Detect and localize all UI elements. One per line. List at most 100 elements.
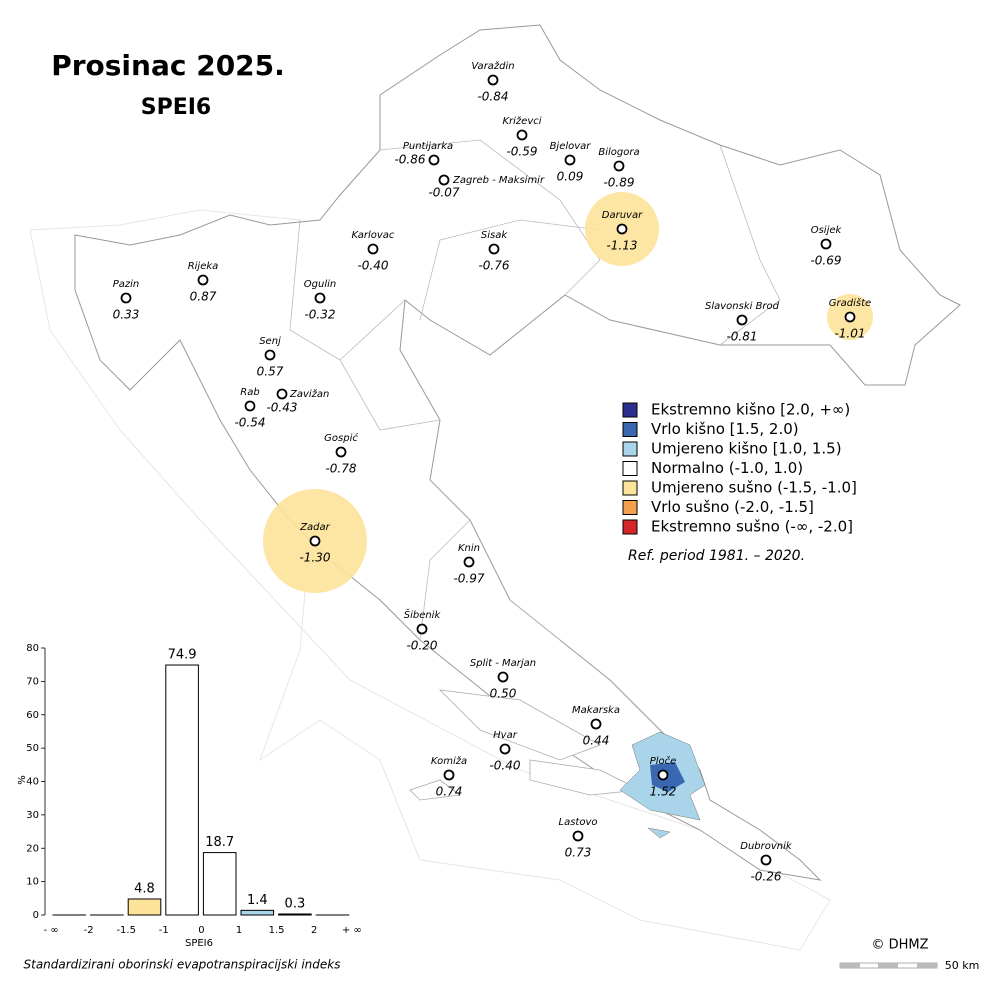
station-value: -0.84 [477,90,508,104]
station-marker [572,830,584,842]
bar-label: 18.7 [205,835,234,850]
station-marker [438,174,450,186]
station-name: Slavonski Brod [705,301,780,312]
station-value: -0.86 [394,153,425,167]
station-value: -0.43 [266,401,297,415]
x-tick-label: 1 [236,925,242,936]
station-marker [309,535,321,547]
bar-label: 74.9 [168,648,197,663]
station-name: Zagreb - Maksimir [452,175,545,186]
x-tick-label: 2 [311,925,317,936]
legend-label: Vrlo kišno [1.5, 2.0) [651,420,799,438]
legend-swatch [622,480,638,496]
y-tick-label: 60 [26,710,39,721]
bar [165,664,199,916]
station-name: Ploče [650,755,677,767]
station-name: Sisak [481,230,508,241]
legend-swatch [622,422,638,437]
station-name: Makarska [572,705,620,716]
station-value: -1.01 [834,327,865,341]
y-tick-label: 80 [26,643,39,654]
station-marker [443,769,455,781]
station-value: 0.74 [436,785,463,799]
x-axis-label: SPEI6 [185,938,213,949]
station-name: Rab [240,387,259,398]
station-value: 0.44 [583,734,610,748]
station-value: 0.09 [557,170,584,184]
station-name: Križevci [502,115,541,127]
stations: Varaždin-0.84Križevci-0.59Puntijarka-0.8… [113,60,872,884]
station-value: -0.69 [810,254,841,268]
bar [127,898,162,916]
station-value: 0.73 [565,846,592,860]
station-marker [335,446,347,458]
y-tick-label: 50 [26,743,39,754]
station-marker [314,292,326,304]
x-tick-label: 0 [198,925,204,936]
station-name: Split - Marjan [470,658,536,669]
station-name: Komiža [431,755,467,767]
station-value: -0.26 [750,870,781,884]
station-name: Gospić [324,432,358,444]
histogram: 0 10 20 30 40 50 60 70 80% - ∞ -2 -1.5 -1 0 1 1.5 2 + ∞ SP… [17,643,362,949]
x-tick-label: - ∞ [43,925,58,936]
x-tick-label: -2 [84,925,94,936]
station-value: -0.97 [453,572,484,586]
legend-swatch [622,519,638,535]
station-value: -0.32 [304,308,335,322]
x-tick-label: 1.5 [269,925,285,936]
y-tick-label: 40 [26,777,39,788]
station-name: Šibenik [404,608,442,621]
station-marker [276,388,288,400]
station-name: Osijek [811,225,843,236]
station-marker [657,769,669,781]
legend-label: Umjereno kišno [1.0, 1.5) [651,440,842,458]
y-tick-label: 70 [26,676,39,687]
legend-label: Ekstremno sušno (-∞, -2.0] [651,518,853,536]
legend-swatch [622,441,638,457]
station-value: -0.78 [325,462,356,476]
station-name: Ogulin [304,279,336,290]
legend-label: Vrlo sušno (-2.0, -1.5] [651,498,814,516]
station-name: Varaždin [471,60,514,72]
legend-swatch [622,500,638,515]
subtitle: SPEI6 [141,95,212,120]
station-name: Dubrovnik [740,841,793,852]
station-name: Knin [458,543,480,554]
x-tick-label: -1 [159,925,169,936]
legend-label: Ekstremno kišno [2.0, +∞) [651,401,850,419]
halos [263,192,873,593]
bar-label: 4.8 [134,881,155,896]
station-value: -0.76 [478,259,509,273]
y-tick-label: 0 [33,910,39,921]
y-axis-label: % [17,775,28,785]
station-value: 0.57 [257,365,284,379]
station-value: -0.59 [506,145,537,159]
station-value: -0.40 [357,259,388,273]
station-value: -0.89 [603,176,634,190]
title: Prosinac 2025. [51,49,285,82]
y-tick-label: 30 [26,810,39,821]
bar [278,913,312,916]
scale-bar [839,962,938,969]
station-marker [736,314,748,326]
station-marker [120,292,132,304]
station-marker [844,311,856,323]
station-name: Bjelovar [550,141,592,152]
station-marker [197,274,209,286]
bar-label: 1.4 [247,893,268,908]
ref-period: Ref. period 1981. – 2020. [628,548,805,564]
caption: Standardizirani oborinski evapotranspira… [24,958,341,972]
station-name: Hvar [493,730,518,741]
station-name: Lastovo [559,817,598,828]
station-marker [613,160,625,172]
station-marker [463,556,475,568]
y-tick-label: 20 [26,843,39,854]
station-name: Daruvar [602,210,643,221]
station-name: Senj [259,336,281,347]
station-marker [497,671,509,683]
station-marker [416,623,428,635]
station-value: 0.50 [490,687,517,701]
station-value: -0.81 [726,330,757,344]
